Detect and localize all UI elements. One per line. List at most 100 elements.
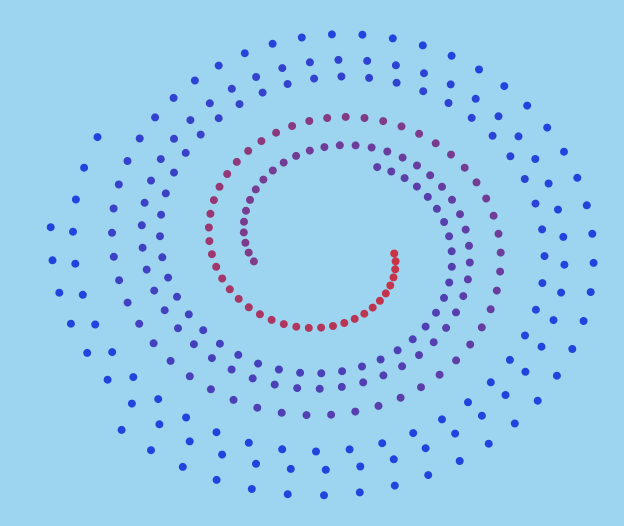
spiral-dot bbox=[293, 384, 302, 393]
spiral-dot bbox=[418, 41, 427, 50]
spiral-dot bbox=[543, 123, 552, 132]
spiral-dot bbox=[117, 425, 126, 434]
spiral-dot bbox=[279, 320, 288, 329]
spiral-dot bbox=[413, 161, 421, 170]
spiral-dot bbox=[156, 155, 165, 164]
spiral-dot bbox=[108, 348, 117, 357]
spiral-dot bbox=[278, 64, 287, 73]
spiral-dot bbox=[166, 356, 175, 365]
spiral-dot bbox=[415, 351, 423, 360]
spiral-dot bbox=[500, 82, 509, 91]
spiral-dot bbox=[391, 61, 400, 70]
spiral-dot bbox=[204, 223, 213, 232]
spiral-dot bbox=[337, 382, 346, 391]
spiral-dot bbox=[255, 310, 264, 319]
spiral-dot bbox=[93, 133, 102, 142]
spiral-dot bbox=[170, 168, 178, 177]
spiral-dot bbox=[448, 195, 456, 204]
spiral-dot bbox=[135, 319, 144, 328]
spiral-dot bbox=[496, 267, 505, 276]
spiral-dot bbox=[379, 117, 388, 126]
spiral-dot bbox=[71, 259, 80, 268]
spiral-dot bbox=[451, 429, 460, 438]
spiral-dot bbox=[218, 274, 227, 283]
spiral-dot bbox=[442, 323, 451, 332]
spiral-dot bbox=[467, 113, 476, 122]
spiral-dot bbox=[327, 30, 336, 39]
spiral-dot bbox=[375, 296, 384, 305]
spiral-dot bbox=[475, 65, 483, 74]
spiral-dot bbox=[91, 320, 100, 329]
spiral-dot bbox=[447, 51, 456, 60]
spiral-dot bbox=[234, 294, 243, 303]
spiral-dot bbox=[292, 151, 301, 160]
spiral-dot bbox=[150, 286, 159, 295]
spiral-dot bbox=[589, 258, 598, 267]
spiral-dot bbox=[465, 241, 473, 250]
spiral-dot bbox=[249, 257, 258, 266]
spiral-dot bbox=[305, 146, 314, 155]
spiral-dot bbox=[214, 114, 223, 123]
spiral-dot bbox=[196, 130, 205, 139]
spiral-dot bbox=[488, 131, 497, 140]
spiral-dot bbox=[292, 322, 301, 331]
spiral-dot bbox=[181, 148, 190, 157]
spiral-dot bbox=[80, 163, 89, 172]
spiral-dot bbox=[351, 407, 360, 416]
spiral-dot bbox=[147, 176, 155, 185]
spiral-dot bbox=[350, 314, 359, 323]
spiral-dot bbox=[199, 326, 208, 335]
spiral-dot bbox=[184, 310, 193, 319]
spiral-dot bbox=[251, 185, 260, 194]
spiral-dot bbox=[127, 399, 136, 408]
spiral-dot bbox=[365, 73, 374, 82]
spiral-dot bbox=[456, 210, 464, 219]
spiral-dot bbox=[393, 346, 402, 355]
spiral-dot bbox=[158, 253, 167, 262]
spiral-dot bbox=[83, 348, 92, 357]
spiral-dot bbox=[302, 411, 311, 420]
spiral-dot bbox=[531, 305, 540, 314]
spiral-dot bbox=[356, 462, 365, 471]
spiral-dot bbox=[477, 411, 486, 420]
spiral-dot bbox=[440, 293, 448, 302]
spiral-dot bbox=[46, 223, 55, 232]
spiral-dot bbox=[244, 146, 253, 155]
spiral-dot bbox=[510, 419, 519, 428]
spiral-dot bbox=[223, 170, 232, 178]
spiral-dot bbox=[378, 439, 387, 448]
spiral-dot bbox=[142, 265, 151, 274]
spiral-dot bbox=[229, 395, 238, 404]
spiral-dot bbox=[368, 303, 377, 312]
spiral-dot bbox=[277, 408, 286, 417]
spiral-dot bbox=[272, 128, 281, 137]
spiral-dot bbox=[103, 375, 112, 384]
spiral-dot bbox=[178, 462, 187, 471]
spiral-dot bbox=[396, 393, 405, 402]
spiral-dot bbox=[268, 166, 277, 175]
spiral-dot bbox=[232, 157, 241, 166]
spiral-dot bbox=[444, 99, 453, 107]
spiral-dot bbox=[408, 335, 417, 344]
spiral-dot bbox=[521, 367, 530, 376]
spiral-dot bbox=[412, 182, 421, 191]
spiral-dot bbox=[389, 273, 398, 282]
spiral-dot bbox=[338, 367, 347, 376]
spiral-dot bbox=[492, 286, 501, 295]
spiral-dot bbox=[215, 182, 224, 191]
spiral-dot bbox=[140, 198, 149, 207]
spiral-dot bbox=[447, 247, 456, 256]
spiral-dot bbox=[359, 378, 368, 387]
spiral-dot bbox=[505, 355, 514, 364]
spiral-dot bbox=[169, 93, 178, 102]
spiral-dot bbox=[496, 248, 505, 257]
spiral-dot bbox=[212, 475, 221, 484]
spiral-dot bbox=[212, 262, 221, 271]
spiral-dot bbox=[321, 465, 330, 474]
spiral-dot bbox=[417, 383, 425, 392]
spiral-dot bbox=[398, 153, 407, 162]
spiral-dot bbox=[423, 192, 432, 201]
spiral-dot bbox=[390, 249, 399, 258]
spiral-dot bbox=[305, 117, 314, 125]
spiral-dot bbox=[373, 163, 382, 172]
